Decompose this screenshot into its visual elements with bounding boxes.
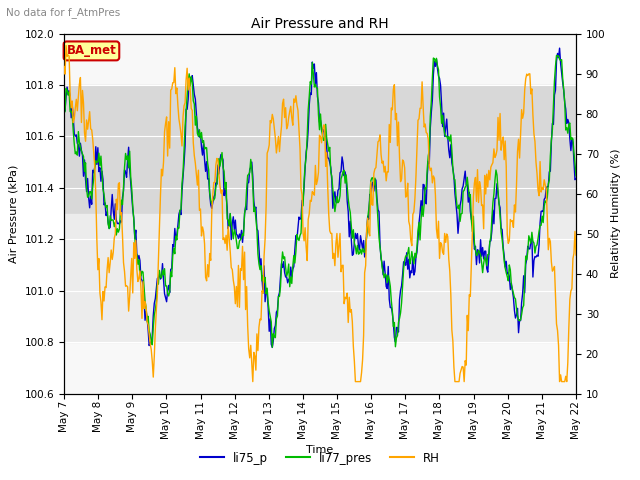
- Title: Air Pressure and RH: Air Pressure and RH: [251, 17, 389, 31]
- Bar: [64, 214, 576, 342]
- Y-axis label: Air Pressure (kPa): Air Pressure (kPa): [9, 165, 19, 263]
- Y-axis label: Relativity Humidity (%): Relativity Humidity (%): [611, 149, 621, 278]
- Text: No data for f_AtmPres: No data for f_AtmPres: [6, 7, 121, 18]
- X-axis label: Time: Time: [307, 444, 333, 455]
- Bar: [64, 85, 576, 214]
- Text: BA_met: BA_met: [67, 44, 116, 58]
- Legend: li75_p, li77_pres, RH: li75_p, li77_pres, RH: [195, 447, 445, 469]
